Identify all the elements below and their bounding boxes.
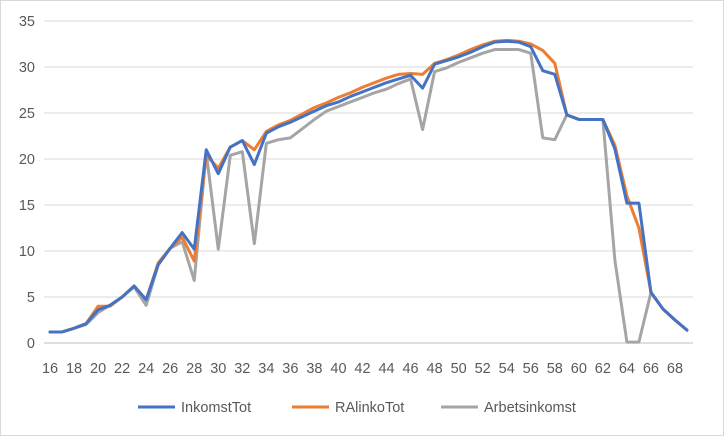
y-tick-label: 15 — [19, 198, 35, 214]
y-tick-label: 30 — [19, 60, 35, 76]
x-axis-ticks: 16 18 20 22 24 26 28 30 32 34 36 38 40 42 44 46 48 50 52 54… — [42, 361, 683, 377]
x-tick-label: 28 — [186, 361, 202, 377]
x-tick-label: 64 — [619, 361, 635, 377]
x-tick-label: 22 — [114, 361, 130, 377]
x-tick-label: 52 — [475, 361, 491, 377]
x-tick-label: 18 — [66, 361, 82, 377]
x-tick-label: 50 — [451, 361, 467, 377]
x-tick-label: 40 — [330, 361, 346, 377]
x-tick-label: 62 — [595, 361, 611, 377]
x-tick-label: 20 — [90, 361, 106, 377]
series-line-ralinkotot — [48, 38, 689, 334]
y-tick-label: 20 — [19, 152, 35, 168]
x-tick-label: 30 — [210, 361, 226, 377]
legend-label-arbetsinkomst: Arbetsinkomst — [484, 400, 576, 416]
x-tick-label: 34 — [258, 361, 274, 377]
x-tick-label: 66 — [643, 361, 659, 377]
x-tick-label: 42 — [354, 361, 370, 377]
x-tick-label: 32 — [234, 361, 250, 377]
x-tick-label: 16 — [42, 361, 58, 377]
x-tick-label: 46 — [402, 361, 418, 377]
y-tick-label: 0 — [27, 336, 35, 352]
x-tick-label: 38 — [306, 361, 322, 377]
x-tick-label: 68 — [667, 361, 683, 377]
series-line-inkomsttot — [48, 39, 689, 334]
gridlines — [44, 20, 693, 344]
x-tick-label: 60 — [571, 361, 587, 377]
x-tick-label: 44 — [378, 361, 394, 377]
legend-label-inkomsttot: InkomstTot — [181, 400, 251, 416]
legend-label-ralinkotot: RAlinkoTot — [335, 400, 404, 416]
x-tick-label: 48 — [427, 361, 443, 377]
x-tick-label: 56 — [523, 361, 539, 377]
y-axis-ticks: 0 5 10 15 20 25 30 35 — [19, 14, 35, 352]
y-tick-label: 5 — [27, 290, 35, 306]
legend: InkomstTot RAlinkoTot Arbetsinkomst — [138, 400, 576, 416]
y-tick-label: 25 — [19, 106, 35, 122]
x-tick-label: 26 — [162, 361, 178, 377]
x-tick-label: 36 — [282, 361, 298, 377]
y-tick-label: 10 — [19, 244, 35, 260]
x-tick-label: 58 — [547, 361, 563, 377]
series-lines — [48, 38, 689, 344]
x-tick-label: 54 — [499, 361, 515, 377]
x-tick-label: 24 — [138, 361, 154, 377]
y-tick-label: 35 — [19, 14, 35, 30]
